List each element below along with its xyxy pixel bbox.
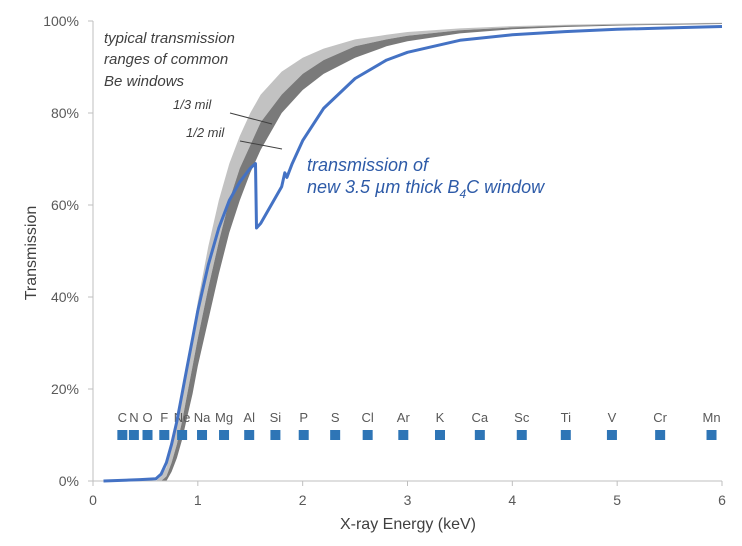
element-label-cr: Cr	[653, 410, 667, 425]
element-marker-v	[606, 430, 617, 440]
element-marker-o	[142, 430, 153, 440]
y-tick-label: 40%	[51, 289, 79, 305]
data-lines	[103, 25, 723, 483]
b4c-annotation-sub: 4	[459, 187, 466, 201]
y-tick-label: 60%	[51, 197, 79, 213]
element-label-f: F	[160, 410, 168, 425]
b4c-annotation-line-2: new 3.5 µm thick B4C window	[307, 177, 545, 201]
element-label-mn: Mn	[702, 410, 720, 425]
element-label-ar: Ar	[397, 410, 411, 425]
b4c-transmission-line	[103, 25, 723, 483]
element-label-cl: Cl	[362, 410, 374, 425]
element-marker-c	[117, 430, 128, 440]
one-third-mil-label: 1/3 mil	[173, 97, 212, 112]
element-marker-sc	[516, 430, 527, 440]
element-label-s: S	[331, 410, 340, 425]
one-half-mil-leader	[239, 140, 283, 150]
one-third-mil-leader	[229, 112, 273, 125]
b4c-annotation-pre: new 3.5 µm thick B	[307, 177, 459, 197]
element-marker-ti	[560, 430, 571, 440]
one-half-mil-label: 1/2 mil	[186, 125, 225, 140]
element-marker-cr	[655, 430, 666, 440]
element-label-sc: Sc	[514, 410, 530, 425]
element-label-ti: Ti	[561, 410, 571, 425]
element-label-p: P	[299, 410, 308, 425]
y-tick-label: 80%	[51, 105, 79, 121]
element-marker-ar	[398, 430, 409, 440]
x-tick-label: 1	[194, 492, 202, 508]
element-label-al: Al	[243, 410, 255, 425]
element-marker-k	[434, 430, 445, 440]
x-tick-label: 2	[299, 492, 307, 508]
y-axis-title: Transmission	[23, 206, 40, 301]
element-marker-na	[197, 430, 208, 440]
element-label-o: O	[142, 410, 152, 425]
element-label-si: Si	[270, 410, 282, 425]
be-annotation-line-2: ranges of common	[104, 51, 228, 68]
be-annotation-line-3: Be windows	[104, 73, 185, 90]
element-marker-f	[159, 430, 170, 440]
element-marker-mn	[706, 430, 717, 440]
element-label-c: C	[118, 410, 127, 425]
element-label-ca: Ca	[472, 410, 489, 425]
x-tick-label: 3	[404, 492, 412, 508]
element-marker-cl	[362, 430, 373, 440]
be-annotation-line-1: typical transmission	[104, 30, 235, 47]
x-tick-label: 0	[89, 492, 97, 508]
element-label-n: N	[129, 410, 138, 425]
element-label-mg: Mg	[215, 410, 233, 425]
element-marker-s	[330, 430, 341, 440]
x-tick-label: 5	[613, 492, 621, 508]
element-marker-p	[298, 430, 309, 440]
element-marker-si	[270, 430, 281, 440]
x-tick-label: 6	[718, 492, 726, 508]
element-marker-ca	[474, 430, 485, 440]
b4c-annotation-post: C window	[466, 177, 545, 197]
element-label-v: V	[608, 410, 617, 425]
x-tick-label: 4	[508, 492, 516, 508]
b4c-annotation-line-1: transmission of	[307, 155, 430, 175]
element-label-k: K	[436, 410, 445, 425]
element-marker-mg	[219, 430, 230, 440]
element-label-na: Na	[194, 410, 211, 425]
element-marker-al	[244, 430, 255, 440]
x-axis-title: X-ray Energy (keV)	[340, 516, 476, 533]
y-tick-label: 100%	[43, 13, 79, 29]
y-tick-label: 0%	[59, 473, 79, 489]
element-markers: C N O F Ne Na Mg Al Si P S Cl Ar K Ca Sc Ti V Cr Mn	[117, 410, 721, 440]
element-marker-n	[128, 430, 139, 440]
y-tick-label: 20%	[51, 381, 79, 397]
axes: 0% 20% 40% 60% 80% 100% 0 1 2 3 4 5 6	[43, 13, 726, 508]
element-marker-ne	[177, 430, 188, 440]
be-annotation: typical transmission ranges of common Be…	[104, 30, 235, 90]
